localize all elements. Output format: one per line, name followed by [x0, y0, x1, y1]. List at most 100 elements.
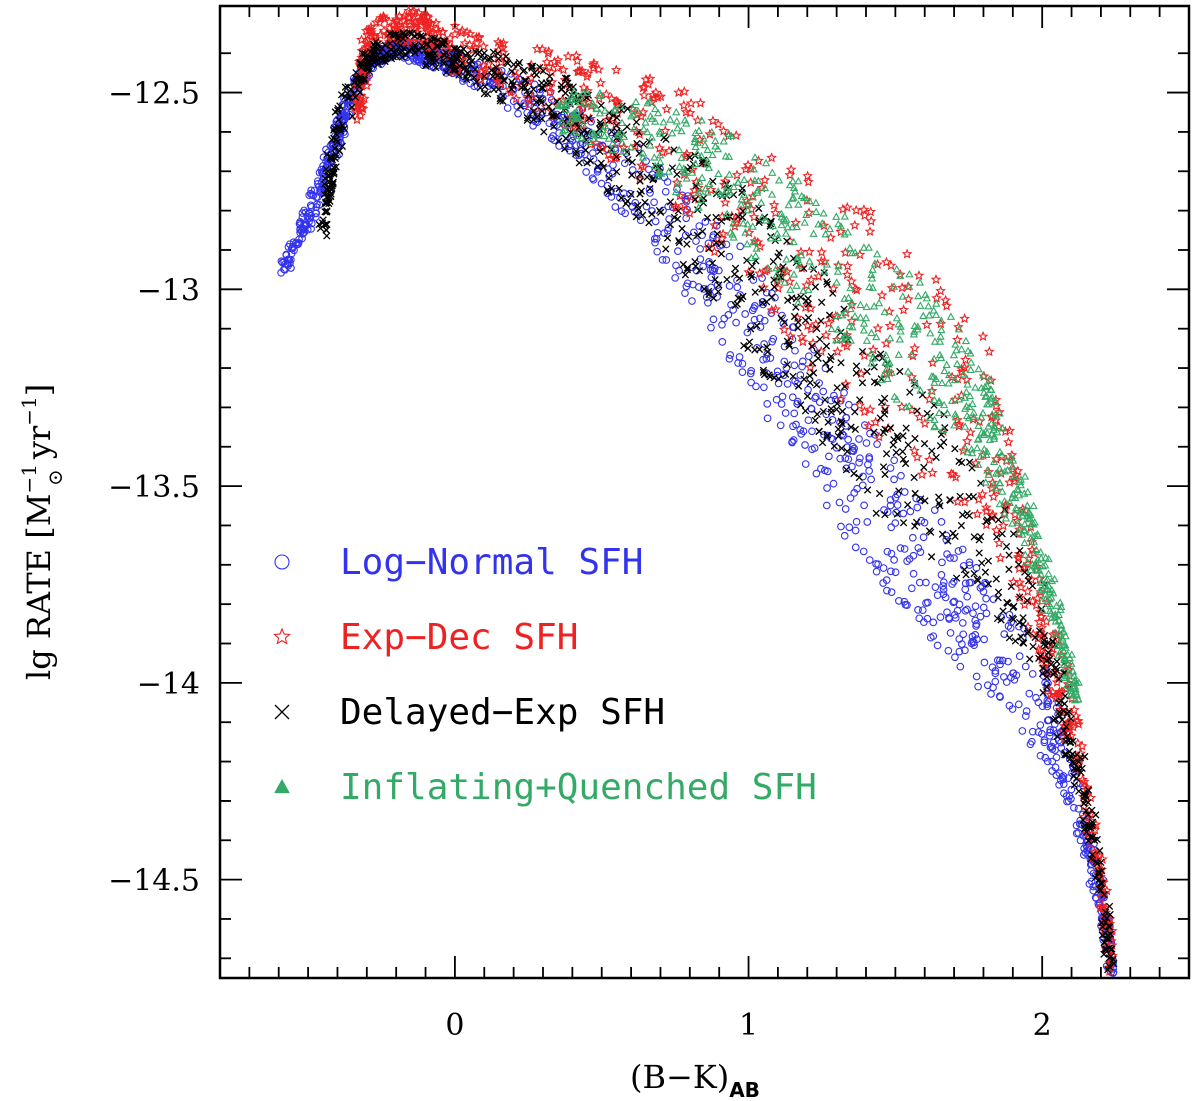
data-point	[982, 391, 991, 400]
data-point	[895, 335, 904, 343]
data-point	[939, 585, 948, 594]
data-point	[1000, 425, 1011, 437]
data-point	[803, 246, 815, 257]
data-point	[956, 492, 964, 501]
data-point	[1000, 496, 1009, 505]
data-point	[833, 267, 843, 275]
data-point	[307, 203, 316, 211]
data-point	[632, 213, 641, 221]
data-point	[748, 222, 757, 230]
data-point	[546, 72, 554, 81]
data-point	[801, 441, 809, 449]
data-point	[1055, 711, 1064, 720]
data-point	[798, 362, 806, 371]
data-point	[919, 417, 931, 429]
data-point	[958, 545, 967, 554]
data-point	[616, 102, 625, 110]
y-axis-label-yr: yr	[20, 425, 58, 469]
data-point	[983, 516, 991, 524]
data-point	[972, 508, 983, 519]
data-point	[350, 78, 358, 87]
y-axis-label-sup2: −1	[17, 396, 41, 425]
data-point	[575, 159, 583, 167]
data-point	[472, 78, 481, 86]
data-point	[1018, 727, 1027, 735]
data-point	[822, 359, 830, 367]
data-point	[597, 179, 606, 188]
data-point	[577, 133, 586, 142]
data-point	[620, 189, 628, 198]
data-point	[343, 89, 352, 98]
data-point	[1004, 599, 1012, 608]
data-point	[1033, 616, 1045, 627]
data-point	[951, 445, 959, 453]
data-point	[1043, 716, 1052, 725]
data-point	[603, 186, 612, 194]
data-point	[823, 431, 832, 439]
data-point	[619, 147, 628, 155]
data-point	[938, 558, 946, 567]
data-point	[853, 484, 861, 493]
data-point	[830, 391, 838, 400]
data-point	[319, 161, 327, 170]
data-point	[861, 313, 871, 322]
data-point	[784, 296, 792, 305]
data-point	[516, 102, 525, 110]
data-point	[809, 359, 817, 367]
data-point	[1062, 681, 1072, 689]
data-point	[988, 491, 999, 502]
data-point	[957, 344, 966, 353]
data-point	[804, 352, 813, 361]
data-point	[1004, 657, 1012, 666]
data-point	[883, 547, 892, 556]
data-point	[965, 492, 973, 501]
data-point	[394, 10, 405, 21]
data-point	[974, 434, 983, 442]
data-point	[847, 423, 855, 431]
data-point	[592, 104, 601, 113]
data-point	[987, 419, 996, 427]
data-point	[841, 333, 850, 342]
data-point	[867, 359, 876, 367]
data-point	[689, 184, 700, 195]
data-point	[558, 127, 568, 135]
data-point	[636, 177, 644, 185]
data-point	[890, 392, 899, 400]
data-point	[963, 447, 972, 456]
data-point	[605, 172, 614, 181]
data-point	[387, 46, 395, 54]
data-point	[726, 351, 735, 359]
data-point	[967, 358, 976, 366]
legend-label: Log−Normal SFH	[340, 542, 643, 583]
data-point	[950, 610, 959, 619]
data-point	[375, 12, 387, 23]
data-point	[674, 247, 682, 255]
data-point	[842, 466, 851, 474]
data-point	[788, 222, 797, 231]
data-point	[867, 348, 876, 357]
data-point	[785, 180, 795, 189]
data-point	[756, 314, 764, 323]
data-point	[1010, 471, 1019, 480]
data-point	[543, 82, 555, 93]
data-point	[867, 475, 875, 484]
data-point	[637, 187, 646, 195]
data-point	[940, 294, 951, 306]
data-point	[410, 22, 422, 33]
data-point	[719, 196, 731, 208]
data-point	[681, 271, 690, 279]
data-point	[796, 371, 805, 379]
data-point	[886, 567, 895, 576]
data-point	[905, 269, 914, 278]
data-point	[769, 257, 777, 266]
data-point	[1036, 578, 1045, 586]
data-point	[815, 255, 827, 266]
data-point	[879, 564, 888, 572]
data-point	[962, 571, 970, 579]
data-point	[422, 61, 430, 70]
data-point	[818, 219, 830, 231]
data-point	[740, 175, 749, 184]
data-point	[823, 431, 832, 440]
data-point	[920, 440, 929, 448]
data-point	[783, 237, 791, 245]
